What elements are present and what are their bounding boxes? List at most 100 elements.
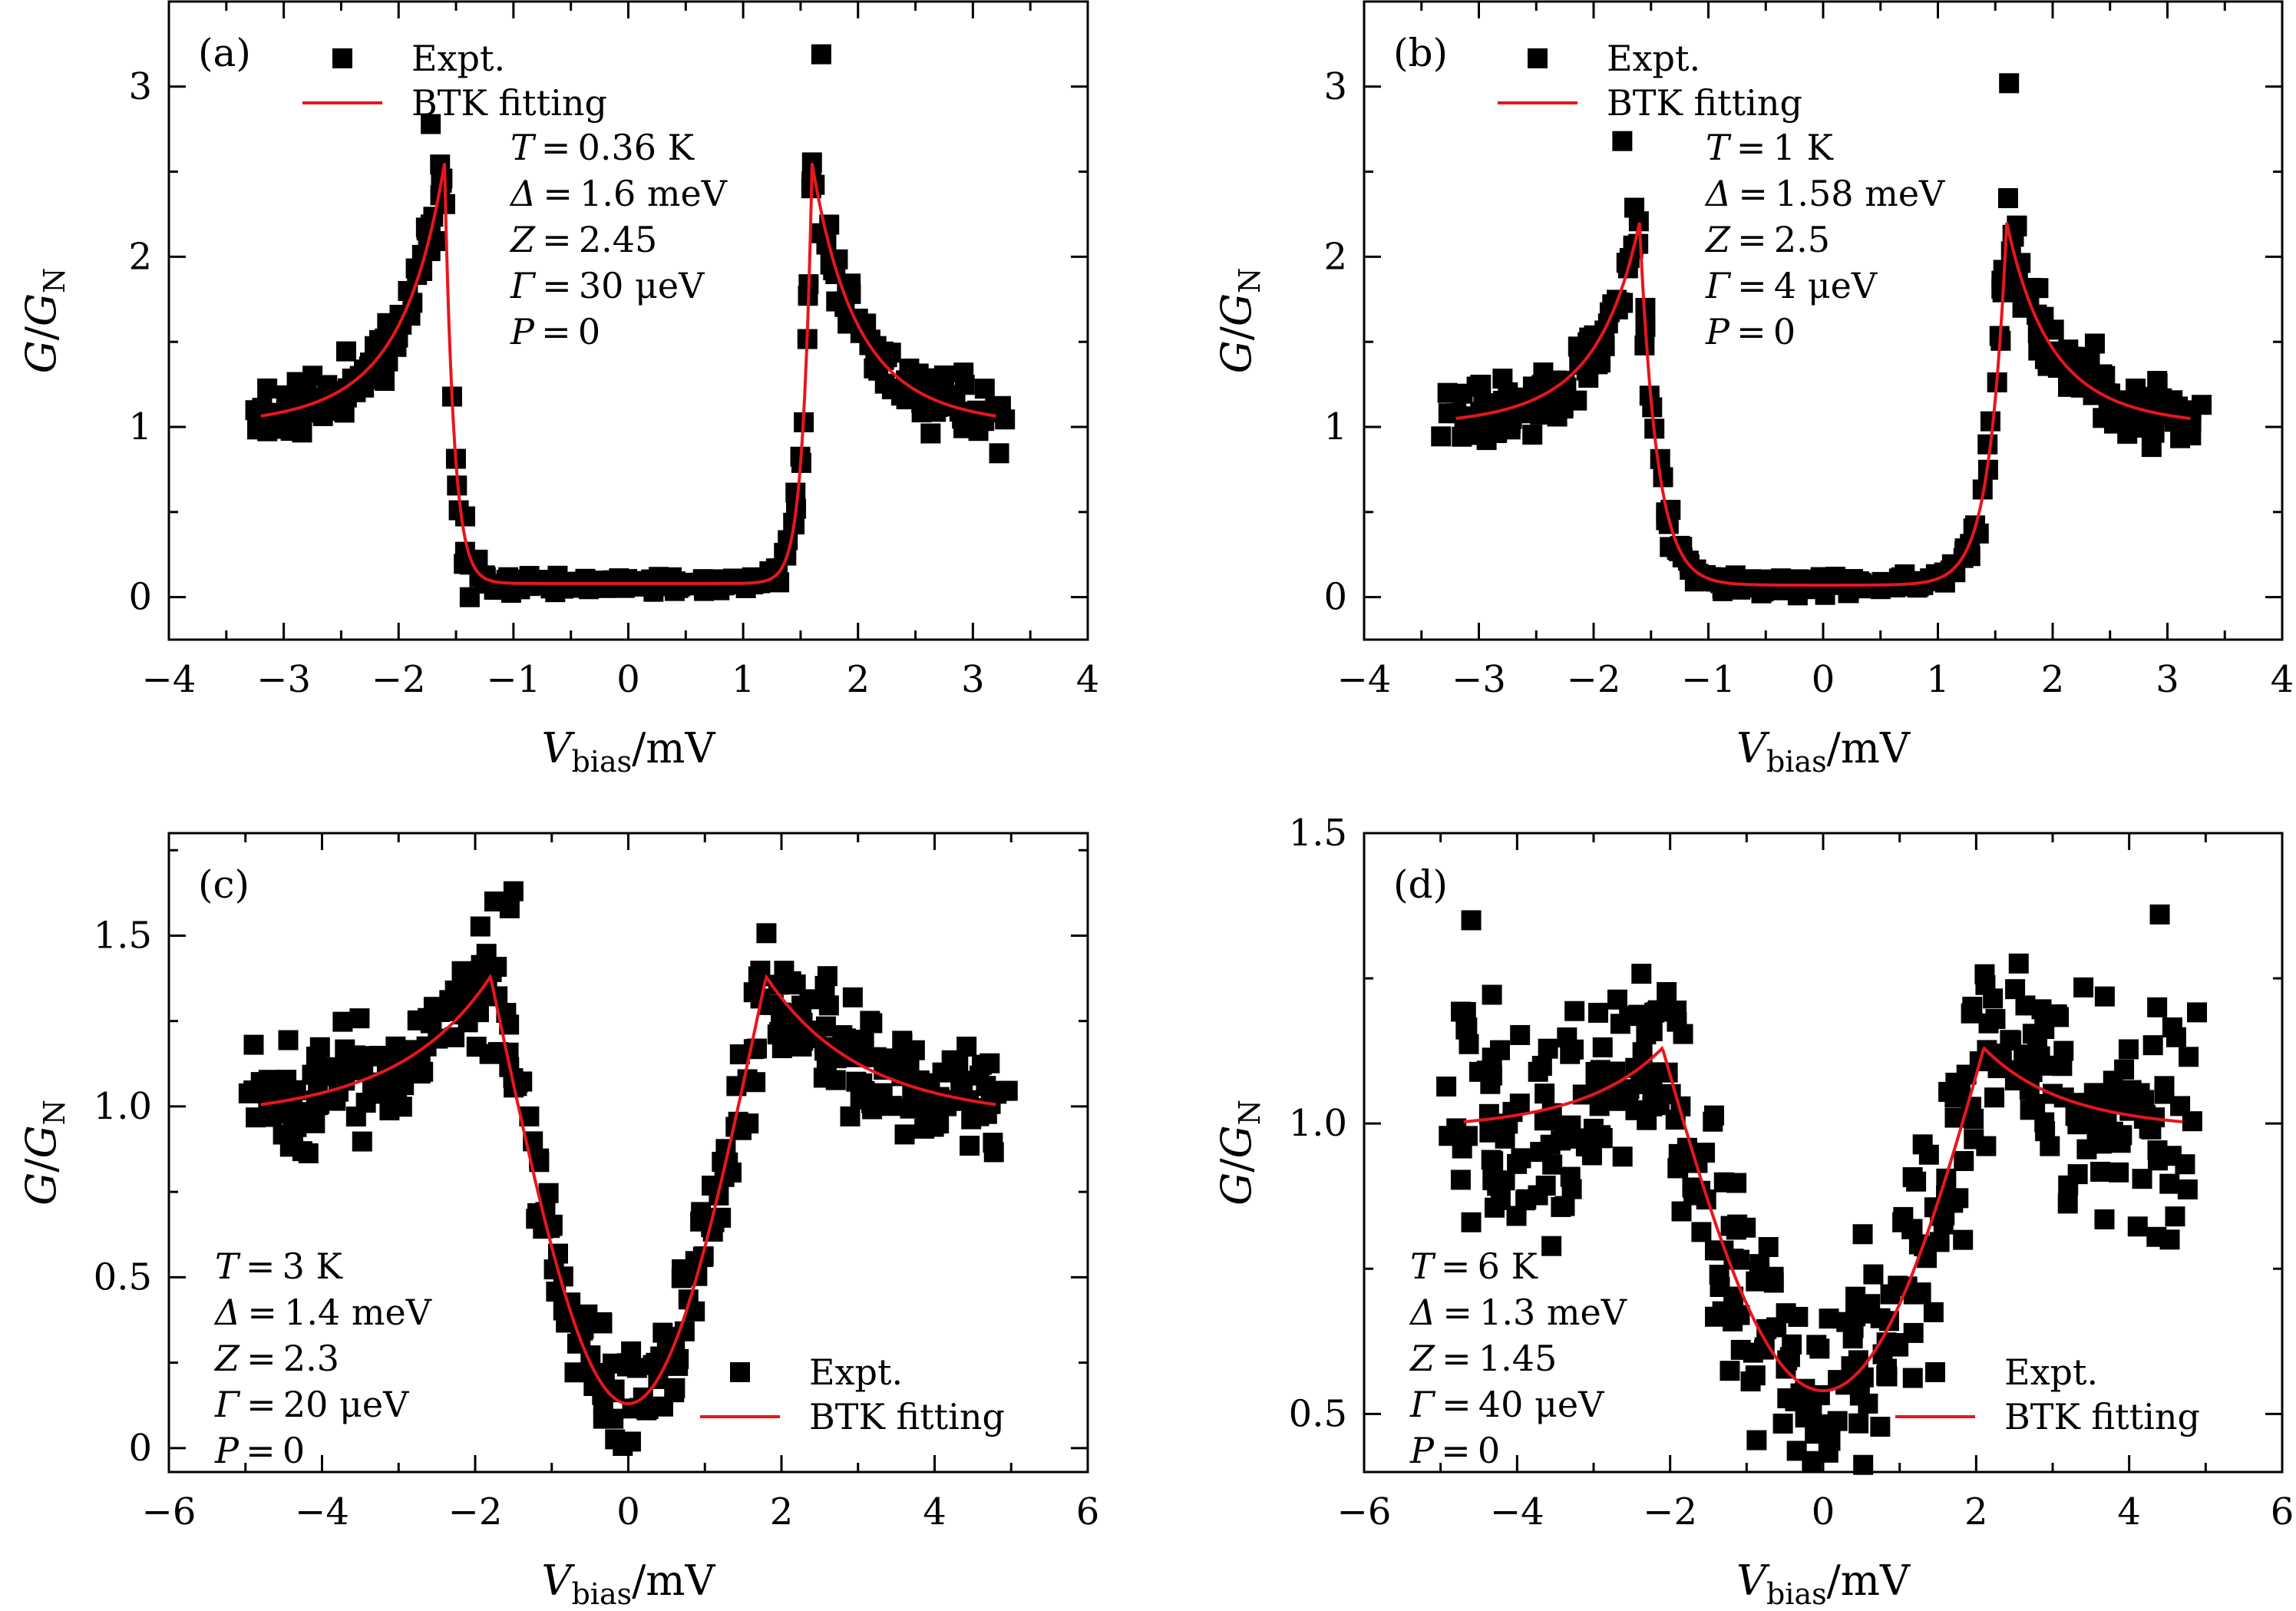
btk-fit-line (260, 974, 996, 1406)
expt-data-point (2094, 986, 2115, 1007)
expt-data-point (455, 506, 476, 527)
expt-data-point (1729, 1305, 1750, 1325)
x-tick-label: −4 (1337, 658, 1392, 701)
expt-data-point (1510, 1024, 1531, 1045)
x-tick-label: 1 (732, 658, 755, 701)
param-barrier: Z = 2.3 (213, 1338, 339, 1379)
expt-data-point (1581, 1145, 1602, 1166)
expt-data-point (1564, 1001, 1585, 1021)
expt-data-point (257, 378, 278, 399)
expt-data-point (2127, 1216, 2148, 1237)
x-tick-label: −1 (1681, 658, 1736, 701)
expt-data-point (989, 443, 1009, 464)
expt-data-point (2177, 1179, 2198, 1200)
expt-data-point (325, 1066, 346, 1087)
x-tick-label: −2 (372, 658, 426, 701)
expt-data-point (862, 1013, 883, 1034)
expt-data-point (305, 1113, 325, 1133)
expt-data-point (1489, 1040, 1510, 1060)
x-tick-label: 6 (2271, 1490, 2294, 1533)
expt-data-point (2034, 1112, 2055, 1133)
expt-data-point (1933, 1214, 1954, 1235)
expt-data-point (854, 1080, 875, 1101)
param-broadening: Γ = 40 μeV (1409, 1384, 1604, 1425)
expt-data-point (292, 422, 312, 443)
y-tick-label: 3 (1323, 65, 1347, 108)
expt-data-point (1758, 1237, 1779, 1258)
expt-data-point (2126, 417, 2146, 438)
legend: Expt.BTK fitting (700, 1351, 1005, 1437)
legend-label-expt: Expt. (411, 38, 505, 79)
expt-data-point (332, 1011, 353, 1032)
legend-expt-marker (1925, 1362, 1945, 1382)
expt-data-point (983, 1142, 1004, 1163)
expt-data-point (974, 379, 995, 399)
expt-scatter-series (1431, 73, 2212, 606)
expt-data-point (309, 1037, 330, 1057)
x-tick-label: −6 (142, 1490, 197, 1533)
param-gap: Δ = 1.4 meV (213, 1292, 432, 1333)
y-axis-label: G/GN (17, 1100, 71, 1206)
expt-data-point (2173, 402, 2194, 423)
expt-data-point (1612, 1146, 1633, 1167)
plot-frame (1363, 0, 2284, 641)
y-axis-label: G/GN (1212, 1100, 1267, 1206)
expt-data-point (811, 44, 831, 65)
expt-data-point (1535, 1083, 1555, 1104)
x-tick-label: 0 (1812, 658, 1835, 701)
legend-label-expt: Expt. (1607, 38, 1700, 79)
y-tick-label: 0.5 (1289, 1392, 1347, 1435)
x-tick-label: 2 (846, 658, 870, 701)
param-polarization: P = 0 (1409, 1430, 1500, 1471)
expt-data-point (1820, 1431, 1841, 1451)
x-tick-label: 6 (1076, 1490, 1100, 1533)
expt-data-point (2028, 278, 2049, 299)
expt-data-point (1557, 1027, 1577, 1048)
expt-data-point (2095, 366, 2116, 386)
expt-data-point (2057, 1193, 2078, 1214)
x-tick-label: −4 (295, 1490, 349, 1533)
legend-expt-marker (332, 48, 352, 68)
expt-data-point (1459, 1034, 1479, 1054)
expt-data-point (470, 916, 491, 937)
x-tick-label: −2 (1567, 658, 1621, 701)
expt-data-point (1461, 910, 1482, 931)
expt-data-point (1462, 425, 1482, 445)
expt-data-point (421, 114, 441, 134)
expt-data-point (1436, 1076, 1457, 1097)
expt-data-point (2015, 995, 2036, 1016)
expt-data-point (1642, 1080, 1663, 1100)
expt-data-point (2094, 1209, 2115, 1230)
x-tick-label: 0 (616, 658, 640, 701)
param-barrier: Z = 2.5 (1704, 219, 1830, 260)
expt-data-point (1858, 1393, 1878, 1414)
expt-data-point (1612, 131, 1633, 151)
expt-data-point (1902, 1368, 1923, 1388)
x-tick-label: −2 (1643, 1490, 1697, 1533)
expt-data-point (2073, 977, 2094, 997)
expt-data-point (1870, 1417, 1891, 1437)
x-tick-label: 4 (2117, 1490, 2141, 1533)
legend-expt-marker (1528, 48, 1548, 68)
expt-data-point (1999, 73, 2020, 94)
fit-parameters: T = 6 K Δ = 1.3 meV Z = 1.45 Γ = 40 μeV P = … (1409, 1245, 1627, 1471)
expt-data-point (2159, 1229, 2180, 1250)
btk-fit-line (1463, 1045, 2183, 1393)
expt-data-point (877, 347, 897, 368)
panel-label: (d) (1393, 862, 1448, 907)
y-axis-label: G/GN (17, 268, 71, 374)
expt-data-point (2182, 1111, 2202, 1132)
expt-data-point (756, 923, 777, 944)
expt-data-point (2008, 953, 2029, 974)
expt-data-point (894, 1124, 915, 1145)
expt-data-point (668, 1355, 689, 1376)
expt-data-point (1647, 1000, 1668, 1021)
expt-data-point (1918, 1144, 1939, 1165)
x-axis-label: Vbias/mV (541, 724, 715, 779)
x-tick-label: 4 (1076, 658, 1100, 701)
expt-data-point (603, 1408, 624, 1429)
expt-data-point (1483, 1151, 1504, 1172)
param-temperature: T = 0.36 K (510, 127, 695, 168)
chart-panel-c: −6 −4 −2 0 2 4 6 0 0.5 1.0 1.5 (c) Expt.BTK fitting T… (17, 832, 1100, 1611)
fit-parameters: T = 3 K Δ = 1.4 meV Z = 2.3 Γ = 20 μeV P = 0 (213, 1245, 432, 1471)
